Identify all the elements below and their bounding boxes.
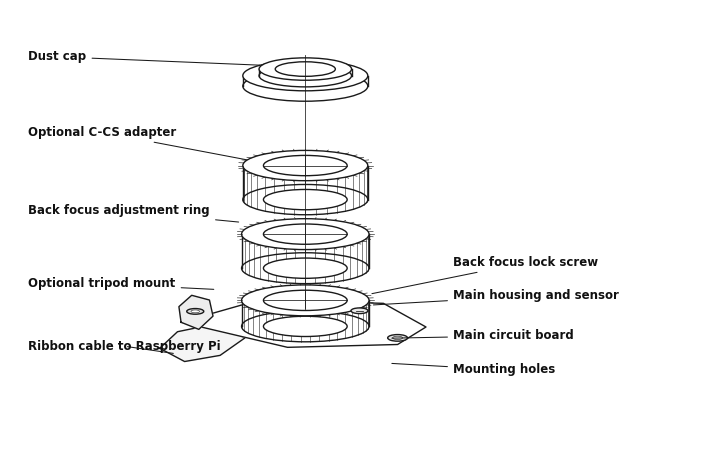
Ellipse shape: [351, 308, 368, 314]
Ellipse shape: [243, 150, 368, 181]
Ellipse shape: [243, 61, 368, 91]
Ellipse shape: [263, 258, 347, 278]
Text: Back focus adjustment ring: Back focus adjustment ring: [28, 204, 239, 222]
Ellipse shape: [259, 64, 351, 87]
Text: Main circuit board: Main circuit board: [392, 329, 574, 342]
Ellipse shape: [275, 62, 335, 76]
Text: Optional tripod mount: Optional tripod mount: [28, 277, 214, 290]
Text: Ribbon cable to Raspberry Pi: Ribbon cable to Raspberry Pi: [28, 340, 221, 353]
Ellipse shape: [259, 58, 351, 80]
Ellipse shape: [187, 308, 204, 314]
Text: Mounting holes: Mounting holes: [392, 363, 555, 377]
Polygon shape: [179, 295, 213, 329]
Polygon shape: [241, 234, 369, 268]
Ellipse shape: [241, 253, 369, 284]
Text: Dust cap: Dust cap: [28, 50, 260, 65]
Polygon shape: [259, 69, 351, 76]
Ellipse shape: [241, 219, 369, 250]
Ellipse shape: [393, 336, 403, 340]
Ellipse shape: [263, 190, 347, 210]
Ellipse shape: [241, 285, 369, 316]
Text: Back focus lock screw: Back focus lock screw: [372, 256, 598, 294]
Polygon shape: [181, 300, 426, 347]
Polygon shape: [241, 300, 369, 326]
Polygon shape: [160, 324, 245, 361]
Text: Optional C-CS adapter: Optional C-CS adapter: [28, 126, 249, 160]
Ellipse shape: [302, 303, 322, 310]
Ellipse shape: [263, 156, 347, 175]
Ellipse shape: [243, 71, 368, 101]
Polygon shape: [243, 166, 368, 200]
Polygon shape: [243, 76, 368, 86]
Ellipse shape: [191, 310, 200, 313]
Ellipse shape: [307, 305, 317, 308]
Ellipse shape: [243, 184, 368, 215]
Ellipse shape: [263, 316, 347, 336]
Ellipse shape: [263, 290, 347, 310]
Ellipse shape: [388, 334, 408, 341]
Ellipse shape: [263, 224, 347, 244]
Ellipse shape: [241, 311, 369, 342]
Text: Main housing and sensor: Main housing and sensor: [373, 289, 619, 305]
